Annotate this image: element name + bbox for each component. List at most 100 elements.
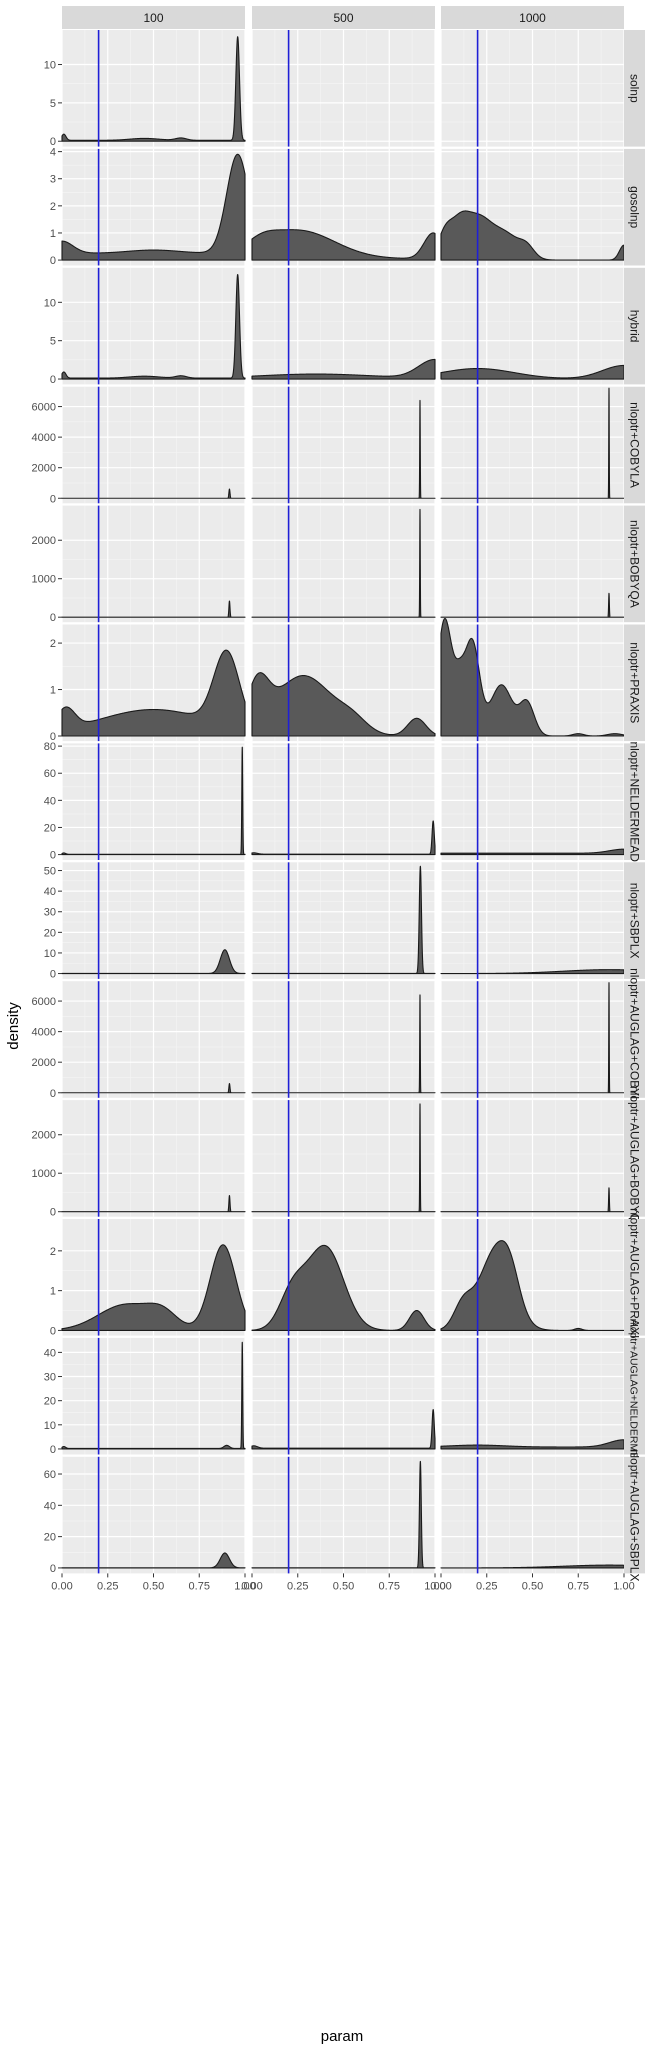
density-area xyxy=(440,1439,625,1450)
density-area xyxy=(251,1244,436,1331)
density-area xyxy=(61,1083,246,1094)
row-strip xyxy=(624,1219,645,1336)
x-tick-label: 1.00 xyxy=(424,1580,445,1592)
column-strip xyxy=(252,6,435,29)
panel xyxy=(251,505,436,623)
y-tick-label: 10 xyxy=(44,60,56,72)
y-tick-label: 30 xyxy=(44,1372,56,1384)
panel xyxy=(61,30,246,147)
density-area xyxy=(251,820,436,856)
panel xyxy=(61,743,246,860)
density-area xyxy=(251,1409,436,1450)
y-tick-label: 0 xyxy=(50,969,56,981)
x-tick-label: 0.75 xyxy=(379,1580,400,1592)
density-area xyxy=(440,848,625,856)
row-strip xyxy=(624,743,645,860)
row-strip xyxy=(624,1100,645,1217)
density-area xyxy=(251,399,436,499)
y-tick-label: 2000 xyxy=(32,1057,56,1069)
density-area xyxy=(61,1341,246,1450)
row-strip-label: nloptr+AUGLAG+NELDERMEAD xyxy=(628,1319,640,1475)
density-area xyxy=(61,600,246,618)
panel xyxy=(61,624,246,742)
panel xyxy=(251,1100,436,1217)
row-strip-label: nloptr+AUGLAG+SBPLX xyxy=(628,1449,642,1582)
density-area xyxy=(440,982,625,1094)
y-tick-label: 5 xyxy=(50,336,56,348)
panel xyxy=(61,1337,246,1455)
y-tick-label: 2000 xyxy=(32,535,56,547)
y-tick-label: 0 xyxy=(50,136,56,148)
row-strip-label: nloptr+SBPLX xyxy=(628,883,642,959)
x-tick-label: 0.50 xyxy=(143,1580,164,1592)
density-area xyxy=(251,994,436,1094)
panel xyxy=(440,1219,625,1336)
x-tick-label: 0.50 xyxy=(522,1580,543,1592)
panel xyxy=(440,617,625,742)
y-tick-label: 2000 xyxy=(32,1130,56,1142)
column-strip-label: 1000 xyxy=(519,11,546,25)
density-area xyxy=(440,387,625,499)
row-strip xyxy=(624,1337,645,1455)
x-tick-label: 1.00 xyxy=(234,1580,255,1592)
y-tick-label: 50 xyxy=(44,866,56,878)
panel xyxy=(251,148,436,266)
panel xyxy=(61,1100,246,1217)
panel xyxy=(440,505,625,623)
row-strip xyxy=(624,624,645,742)
density-area xyxy=(251,1103,436,1213)
row-strip-label: nloptr+AUGLAG+BOBYQA xyxy=(628,1086,642,1231)
y-tick-label: 20 xyxy=(44,927,56,939)
density-area xyxy=(440,1240,625,1331)
panel xyxy=(251,267,436,385)
panel xyxy=(61,1219,246,1336)
y-tick-label: 20 xyxy=(44,1532,56,1544)
panel xyxy=(61,505,246,623)
density-area xyxy=(61,274,246,380)
y-tick-label: 2 xyxy=(50,201,56,213)
x-tick-label: 0.00 xyxy=(241,1580,262,1592)
y-tick-label: 20 xyxy=(44,1396,56,1408)
panel xyxy=(251,30,436,147)
y-tick-label: 0 xyxy=(50,612,56,624)
row-strip xyxy=(624,148,645,266)
y-tick-label: 2000 xyxy=(32,463,56,475)
y-axis-title: density xyxy=(5,1002,22,1050)
y-tick-label: 40 xyxy=(44,886,56,898)
y-tick-label: 5 xyxy=(50,98,56,110)
panel xyxy=(440,148,625,266)
y-tick-label: 0 xyxy=(50,493,56,505)
x-tick-label: 0.25 xyxy=(476,1580,497,1592)
row-strip-label: nloptr+PRAXIS xyxy=(628,642,642,723)
row-strip-label: nloptr+AUGLAG+PRAXIS xyxy=(628,1208,642,1346)
y-tick-label: 1 xyxy=(50,1286,56,1298)
column-strip xyxy=(441,6,624,29)
row-strip-label: nloptr+NELDERMEAD xyxy=(628,742,642,863)
density-area xyxy=(61,488,246,499)
panel xyxy=(440,30,625,147)
y-tick-label: 0 xyxy=(50,1563,56,1575)
column-strips: 100 500 1000 xyxy=(62,6,624,29)
row-strip-label: solnp xyxy=(628,74,642,103)
density-area xyxy=(251,672,436,737)
y-tick-label: 40 xyxy=(44,1500,56,1512)
row-strip-label: hybrid xyxy=(628,310,642,343)
y-tick-label: 1 xyxy=(50,685,56,697)
row-strip xyxy=(624,505,645,623)
y-tick-label: 0 xyxy=(50,1325,56,1337)
panel xyxy=(440,267,625,385)
y-tick-label: 1000 xyxy=(32,1168,56,1180)
density-area xyxy=(440,1564,625,1569)
row-strip-label: nloptr+AUGLAG+COBYLA xyxy=(628,968,642,1111)
y-tick-label: 0 xyxy=(50,1444,56,1456)
y-axes: 0510012340510020004000600001000200001202… xyxy=(32,60,62,1575)
panel xyxy=(440,386,625,504)
panel xyxy=(61,1456,246,1574)
row-strips: solnp gosolnp hybrid nloptr+COBYLA nloptr+BO… xyxy=(624,30,645,1581)
density-area xyxy=(251,1460,436,1569)
y-tick-label: 10 xyxy=(44,1420,56,1432)
y-tick-label: 2 xyxy=(50,1246,56,1258)
y-tick-label: 40 xyxy=(44,795,56,807)
y-tick-label: 3 xyxy=(50,174,56,186)
x-tick-label: 0.25 xyxy=(97,1580,118,1592)
